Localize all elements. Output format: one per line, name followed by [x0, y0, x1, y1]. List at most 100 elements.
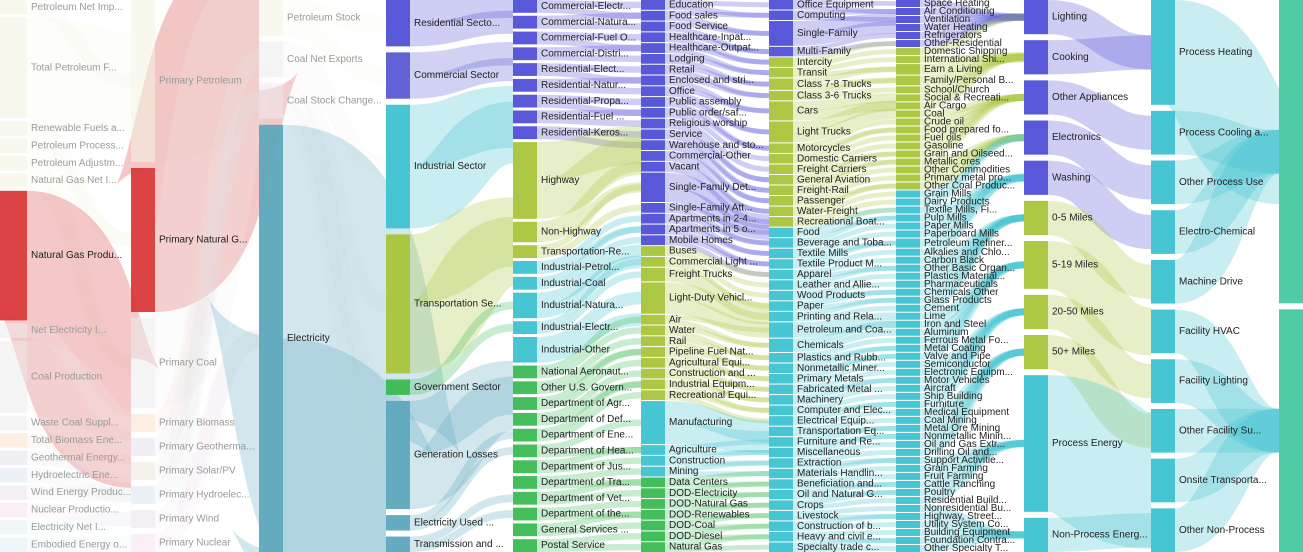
node-class-3-6-trucks[interactable]	[769, 90, 793, 101]
node-agricultural-equi[interactable]	[641, 357, 665, 368]
node-general-aviation[interactable]	[769, 174, 793, 185]
node-other-appliances[interactable]	[1024, 80, 1048, 115]
node-non-process-energ[interactable]	[1024, 517, 1048, 552]
node-beverage-and-toba[interactable]	[769, 238, 793, 248]
node-process-cooling-a[interactable]	[1151, 110, 1175, 155]
node-nonmetallic-minin[interactable]	[896, 432, 920, 440]
node-recreational-boat[interactable]	[769, 217, 793, 227]
node-other-coal-produc[interactable]	[896, 182, 920, 190]
node-electro-chemical[interactable]	[1151, 210, 1175, 254]
node-renewable-fuels-a[interactable]	[0, 121, 27, 136]
node-manufacturing[interactable]	[641, 401, 665, 445]
node-geothermal-energy[interactable]	[0, 450, 27, 465]
node-computer-and-elec[interactable]	[769, 405, 793, 416]
node-process-heating[interactable]	[1151, 0, 1175, 105]
node-construction-and[interactable]	[641, 368, 665, 379]
node-transit[interactable]	[769, 67, 793, 78]
node-multi-family[interactable]	[769, 46, 793, 57]
node-international-shi[interactable]	[896, 56, 920, 64]
node-passenger[interactable]	[769, 196, 793, 206]
node-transmission-and[interactable]	[386, 536, 410, 552]
node-intercity[interactable]	[769, 57, 793, 67]
node-electrical-equip[interactable]	[769, 416, 793, 426]
node-freight-trucks[interactable]	[641, 267, 665, 282]
node-refrigerators[interactable]	[896, 32, 920, 40]
node-primary-hydroelec[interactable]	[131, 486, 155, 504]
node-hydroelectric-ene[interactable]	[0, 468, 27, 483]
node-grain-and-oilseed[interactable]	[896, 150, 920, 158]
node-leather-and-allie[interactable]	[769, 280, 793, 290]
node-valve-and-pipe[interactable]	[896, 352, 920, 360]
node-crops[interactable]	[769, 500, 793, 510]
node-dod-coal[interactable]	[641, 520, 665, 531]
node-foundation-contra[interactable]	[896, 536, 920, 544]
node-department-of-the[interactable]	[513, 507, 537, 521]
node-grain-farming[interactable]	[896, 464, 920, 472]
node-transportation-eq[interactable]	[769, 426, 793, 437]
node-waste-coal-suppl[interactable]	[0, 415, 27, 431]
node-air-conditioning[interactable]	[896, 8, 920, 16]
node-class-7-8-trucks[interactable]	[769, 78, 793, 90]
node-mobile-homes[interactable]	[641, 235, 665, 246]
node-20-50-miles[interactable]	[1024, 294, 1048, 329]
node-support-activitie[interactable]	[896, 456, 920, 464]
node-public-assembly[interactable]	[641, 97, 665, 107]
node-dod-renewables[interactable]	[641, 509, 665, 520]
node-department-of-agr[interactable]	[513, 397, 537, 410]
node-residential-build[interactable]	[896, 496, 920, 504]
node-dairy-products[interactable]	[896, 198, 920, 206]
node-data-centers[interactable]	[641, 477, 665, 488]
node-single-family[interactable]	[769, 21, 793, 46]
node-cooking[interactable]	[1024, 40, 1048, 75]
node-social-recreati[interactable]	[896, 94, 920, 102]
node-extraction[interactable]	[769, 458, 793, 468]
node-nonmetallic-miner[interactable]	[769, 363, 793, 374]
node-water-freight[interactable]	[769, 206, 793, 217]
node-healthcare-outpat[interactable]	[641, 43, 665, 53]
node-petroleum-process[interactable]	[0, 138, 27, 153]
node-government-sector[interactable]	[386, 379, 410, 395]
node-industrial-sector[interactable]	[386, 104, 410, 229]
node-food-service[interactable]	[641, 21, 665, 32]
node-residential-keros[interactable]	[513, 126, 537, 140]
node-other-commodities[interactable]	[896, 166, 920, 174]
node-miscellaneous[interactable]	[769, 447, 793, 458]
node-materials-handlin[interactable]	[769, 468, 793, 479]
node-agriculture[interactable]	[641, 445, 665, 455]
node-dod-natural-gas[interactable]	[641, 499, 665, 509]
node-facility-hvac[interactable]	[1151, 309, 1175, 354]
node-furniture[interactable]	[896, 400, 920, 408]
node-drilling-oil-and[interactable]	[896, 448, 920, 456]
node-service[interactable]	[641, 129, 665, 140]
node-school-church[interactable]	[896, 86, 920, 94]
node-lodging[interactable]	[641, 53, 665, 64]
node-specialty-trade-c[interactable]	[769, 542, 793, 552]
node-highway-street[interactable]	[896, 512, 920, 520]
node-medical-equipment[interactable]	[896, 408, 920, 416]
node-total-biomass-ene[interactable]	[0, 433, 27, 448]
node-coal-stock-change[interactable]	[259, 83, 283, 119]
node-primary-natural-g[interactable]	[131, 168, 155, 312]
node-coal[interactable]	[896, 110, 920, 118]
node-motorcycles[interactable]	[769, 143, 793, 153]
node-primary-metal-pro[interactable]	[896, 174, 920, 182]
node-enclosed-and-stri[interactable]	[641, 75, 665, 86]
node-residential-secto[interactable]	[386, 0, 410, 47]
node-5-19-miles[interactable]	[1024, 241, 1048, 289]
node-metallic-ores[interactable]	[896, 158, 920, 166]
node-industrial-natura[interactable]	[513, 292, 537, 319]
node-vacant[interactable]	[641, 161, 665, 172]
node-commercial-sector[interactable]	[386, 52, 410, 99]
node-other-non-process[interactable]	[1151, 508, 1175, 552]
node-industrial-equipm[interactable]	[641, 379, 665, 390]
node-primary-nuclear[interactable]	[131, 534, 155, 552]
node-national-aeronaut[interactable]	[513, 365, 537, 379]
node-retail[interactable]	[641, 64, 665, 75]
node-commercial-distri[interactable]	[513, 47, 537, 61]
node-onsite-transporta[interactable]	[1151, 458, 1175, 503]
node-generation-losses[interactable]	[386, 400, 410, 510]
node-lighting[interactable]	[1024, 0, 1048, 35]
node-other-basic-organ[interactable]	[896, 264, 920, 272]
node-commercial-electr[interactable]	[513, 0, 537, 13]
node-utility-system-co[interactable]	[896, 520, 920, 528]
